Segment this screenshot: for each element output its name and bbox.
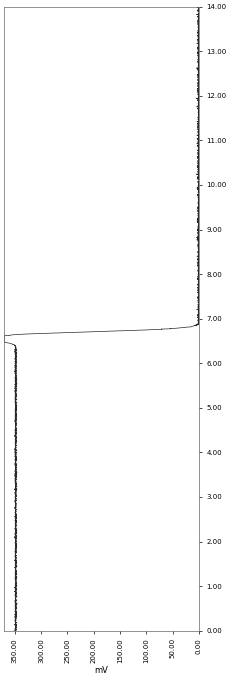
X-axis label: mV: mV bbox=[95, 666, 109, 675]
